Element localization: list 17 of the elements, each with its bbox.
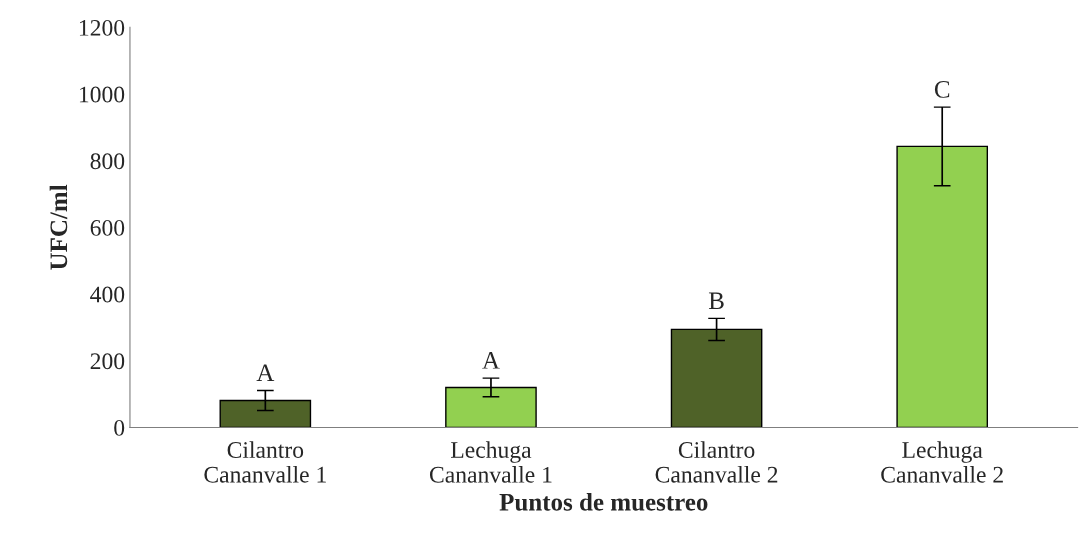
x-tick-label: Lechuga Cananvalle 1 xyxy=(429,441,552,483)
y-tick-label: 800 xyxy=(90,153,125,170)
annotation: A xyxy=(256,364,275,381)
x-tick-label: Cilantro Cananvalle 1 xyxy=(204,441,326,483)
x-tick-label: Lechuga Cananvalle 2 xyxy=(881,441,1003,483)
y-tick-label: 400 xyxy=(90,286,125,303)
annotation: A xyxy=(482,352,500,369)
y-tick-label: 1000 xyxy=(79,86,125,103)
y-axis-title: UFC/ml xyxy=(49,184,68,270)
x-axis-title: Puntos de muestreo xyxy=(499,493,708,511)
annotation: B xyxy=(708,292,724,310)
annotation: C xyxy=(934,81,950,98)
y-tick-label: 1200 xyxy=(79,19,125,36)
y-tick-label: 600 xyxy=(90,219,125,236)
y-tick-label: 0 xyxy=(114,419,125,436)
x-tick-label: Cilantro Cananvalle 2 xyxy=(655,441,778,483)
y-tick-label: 200 xyxy=(90,353,125,370)
